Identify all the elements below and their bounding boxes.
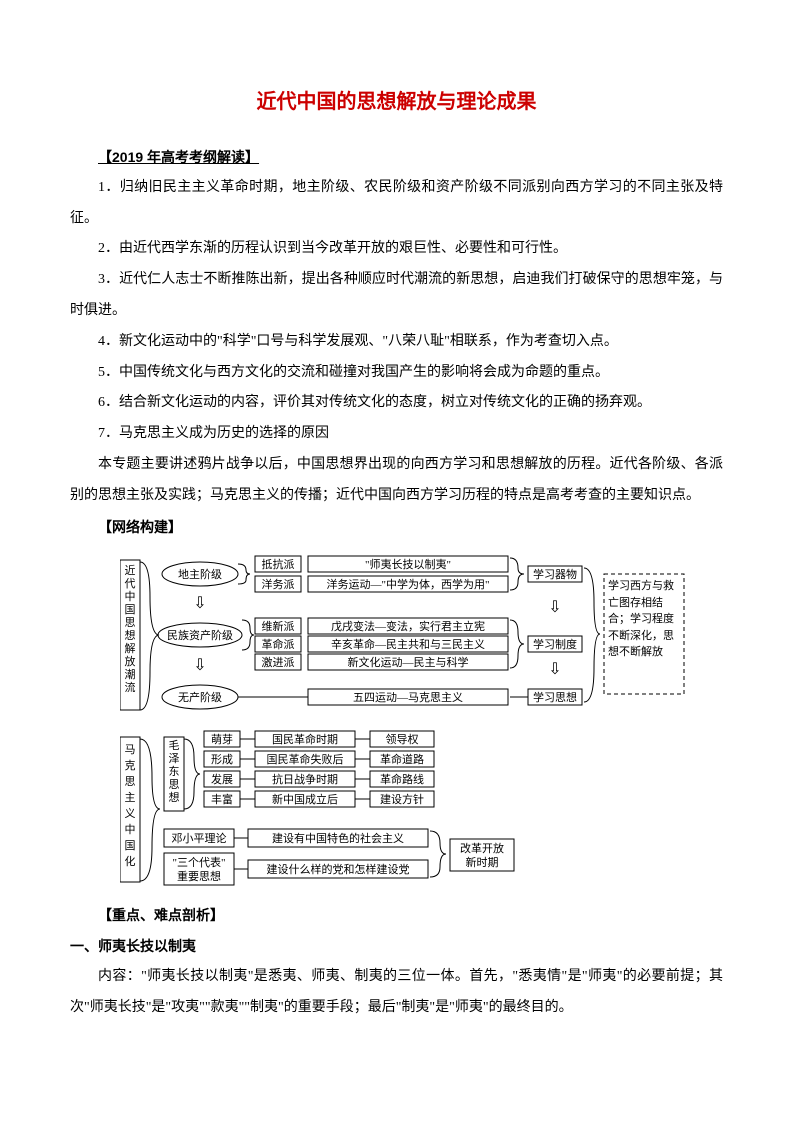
d2-sange-desc: 建设什么样的党和怎样建设党 [267,862,410,876]
d1-fac5: 激进派 [262,655,295,669]
svg-text:马克思主义中国化: 马克思主义中国化 [125,743,136,868]
d1-class3: 无产阶级 [178,690,222,704]
d1-learn1: 学习器物 [533,567,577,581]
outline-summary: 本专题主要讲述鸦片战争以后，中国思想界出现的向西方学习和思想解放的历程。近代各阶… [70,450,723,512]
d1-fac2: 洋务派 [262,577,295,591]
outline-item-7: 7．马克思主义成为历史的选择的原因 [70,419,723,450]
svg-text:⇩: ⇩ [548,599,561,616]
d1-fac4: 革命派 [262,637,295,651]
outline-item-5: 5．中国传统文化与西方文化的交流和碰撞对我国产生的影响将会成为命题的重点。 [70,358,723,389]
d2-s2: 形成 [211,753,233,766]
svg-text:⇩: ⇩ [193,595,206,612]
svg-text:⇩: ⇩ [193,657,206,674]
d1-desc4: 辛亥革命—民主共和与三民主义 [331,637,485,651]
d1-class2: 民族资产阶级 [167,628,233,642]
d1-fac1: 抵抗派 [262,557,295,571]
d1-desc1: "师夷长技以制夷" [365,558,451,571]
d2-p1: 国民革命时期 [272,732,338,746]
sub1-body: 内容："师夷长技以制夷"是悉夷、师夷、制夷的三位一体。首先，"悉夷情"是"师夷"… [70,962,723,1024]
svg-text:近代中国思想解放潮流: 近代中国思想解放潮流 [125,564,136,694]
d2-deng-desc: 建设有中国特色的社会主义 [272,831,404,845]
d2-s3: 发展 [211,772,233,786]
d2-p2: 国民革命失败后 [267,752,344,766]
svg-text:新时期: 新时期 [466,855,499,869]
d1-desc5: 新文化运动—民主与科学 [348,655,469,669]
diagram-marxism-china: 马克思主义中国化 毛泽东思想 萌芽 形成 发展 丰富 国民革命时期 国民革命失败… [120,727,723,892]
outline-item-3: 3．近代仁人志士不断推陈出新，提出各种顺应时代潮流的新思想，启迪我们打破保守的思… [70,265,723,327]
svg-text:⇩: ⇩ [548,661,561,678]
d2-p4: 新中国成立后 [272,792,338,806]
d2-r1: 领导权 [386,733,419,746]
d2-deng: 邓小平理论 [172,831,227,845]
outline-item-2: 2．由近代西学东渐的历程认识到当今改革开放的艰巨性、必要性和可行性。 [70,234,723,265]
d1-learn3: 学习思想 [533,690,577,704]
diagram-liberation-trend: 近代中国思想解放潮流 地主阶级 民族资产阶级 无产阶级 ⇩ ⇩ 抵抗派 洋务派 … [120,552,723,717]
svg-text:改革开放: 改革开放 [460,841,504,855]
d1-fac3: 维新派 [262,619,295,633]
sub-heading-1: 一、师夷长技以制夷 [70,931,723,962]
d2-s4: 丰富 [211,792,233,806]
d2-p3: 抗日战争时期 [272,772,338,786]
d1-learn2: 学习制度 [533,637,577,651]
section-heading-1: 【2019 年高考考纲解读】 [70,142,723,173]
d1-desc3: 戊戌变法—变法，实行君主立宪 [331,619,485,633]
outline-item-1: 1．归纳旧民主主义革命时期，地主阶级、农民阶级和资产阶级不同派别向西方学习的不同… [70,173,723,235]
outline-item-6: 6．结合新文化运动的内容，评价其对传统文化的态度，树立对传统文化的正确的扬弃观。 [70,388,723,419]
page-title: 近代中国的思想解放与理论成果 [70,80,723,124]
section-heading-2: 【网络构建】 [70,512,723,543]
svg-text:重要思想: 重要思想 [177,869,221,883]
outline-item-4: 4．新文化运动中的"科学"口号与科学发展观、"八荣八耻"相联系，作为考查切入点。 [70,327,723,358]
d1-desc6: 五四运动—马克思主义 [353,691,463,704]
svg-text:"三个代表": "三个代表" [173,855,226,869]
d2-r4: 建设方针 [380,792,424,806]
d1-side-text: 学习西方与救亡图存相结合；学习程度不断深化，思想不断解放 [608,578,680,661]
section-heading-3: 【重点、难点剖析】 [70,900,723,931]
d1-desc2: 洋务运动—"中学为体，西学为用" [327,577,490,591]
d1-class1: 地主阶级 [178,567,222,581]
d2-r3: 革命路线 [380,772,424,786]
d2-r2: 革命道路 [380,752,424,766]
d2-s1: 萌芽 [211,732,233,746]
svg-text:毛泽东思想: 毛泽东思想 [169,739,180,804]
